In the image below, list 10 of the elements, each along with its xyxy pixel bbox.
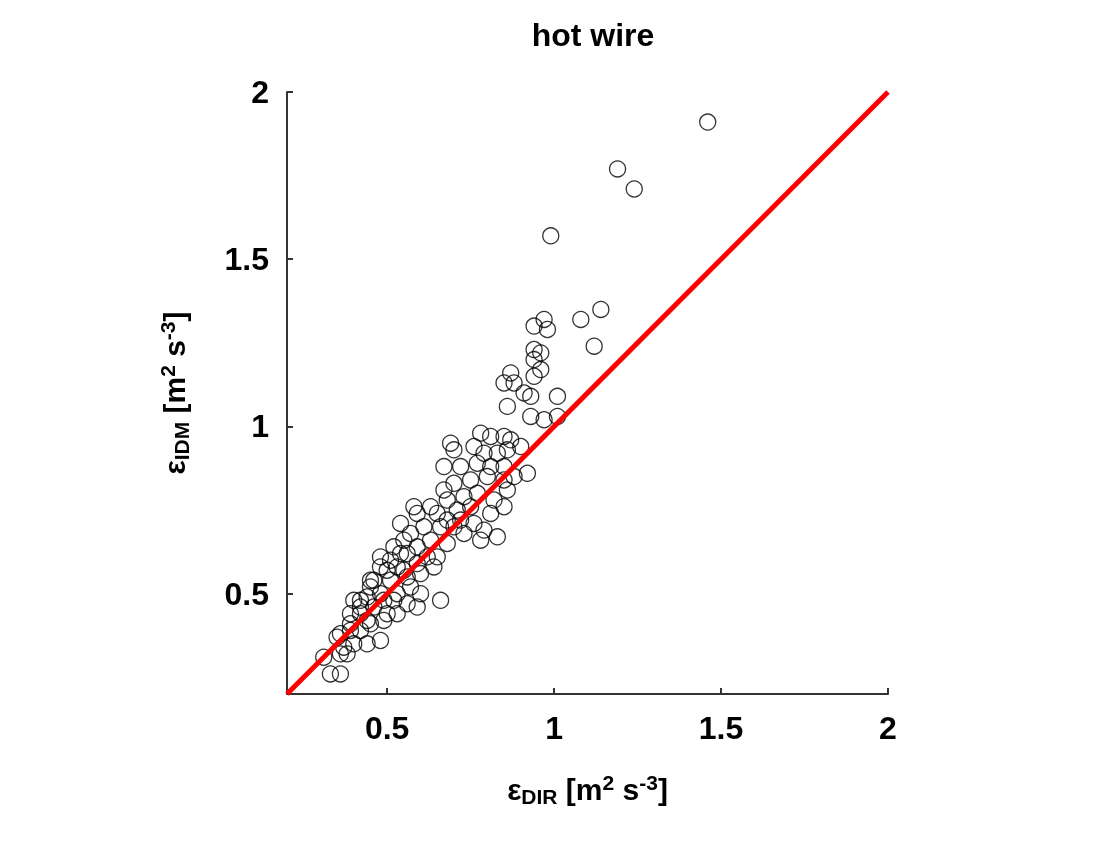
x-tick-label: 0.5 (364, 710, 410, 746)
x-tick-label: 2 (879, 710, 897, 746)
y-axis-title: εIDM [m2 s-3] (156, 311, 193, 475)
x-tick-label: 1.5 (698, 710, 744, 746)
y-tick-label: 0.5 (224, 575, 269, 612)
y-tick-label: 1.5 (224, 241, 269, 278)
y-tick-label: 1 (251, 408, 269, 445)
chart-title: hot wire (531, 17, 655, 53)
x-tick-label: 1 (545, 710, 564, 746)
y-tick-label: 2 (251, 74, 269, 110)
